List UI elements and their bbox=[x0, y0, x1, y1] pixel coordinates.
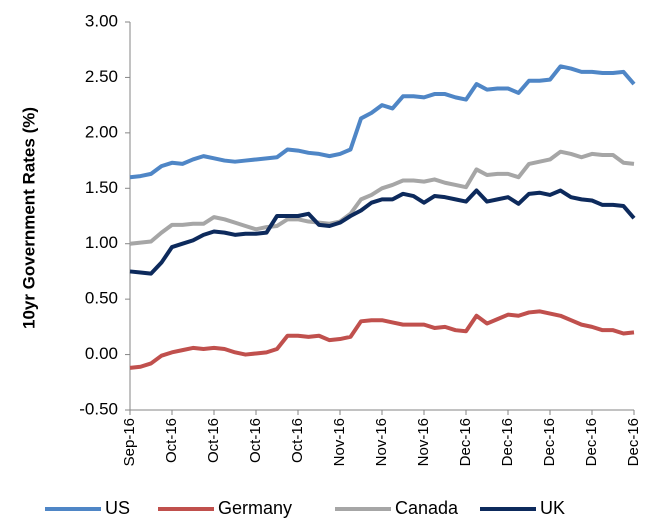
y-tick-label: 1.00 bbox=[85, 233, 118, 252]
x-tick-label: Oct-16 bbox=[205, 418, 222, 463]
series-line bbox=[129, 64, 636, 180]
x-tick-label: Dec-16 bbox=[499, 418, 516, 466]
y-tick-label: 2.50 bbox=[85, 67, 118, 86]
y-tick-label: 0.00 bbox=[85, 344, 118, 363]
x-tick-label: Nov-16 bbox=[331, 418, 348, 466]
x-tick-label: Sep-16 bbox=[121, 418, 138, 466]
y-tick-label: 1.50 bbox=[85, 178, 118, 197]
legend-label: Germany bbox=[218, 498, 292, 518]
x-tick-label: Oct-16 bbox=[289, 418, 306, 463]
series-line bbox=[129, 188, 636, 276]
legend-label: Canada bbox=[395, 498, 459, 518]
y-axis-title: 10yr Government Rates (%) bbox=[19, 107, 38, 329]
x-tick-label: Dec-16 bbox=[457, 418, 474, 466]
x-tick-label: Dec-16 bbox=[541, 418, 558, 466]
x-tick-label: Nov-16 bbox=[373, 418, 390, 466]
x-tick-label: Oct-16 bbox=[247, 418, 264, 463]
y-tick-label: -0.50 bbox=[79, 399, 118, 418]
x-tick-label: Nov-16 bbox=[415, 418, 432, 466]
legend-label: UK bbox=[540, 498, 565, 518]
y-tick-label: 3.00 bbox=[85, 11, 118, 30]
y-tick-label: 2.00 bbox=[85, 122, 118, 141]
x-tick-label: Dec-16 bbox=[583, 418, 600, 466]
series-line bbox=[129, 309, 635, 370]
x-tick-label: Oct-16 bbox=[163, 418, 180, 463]
y-tick-label: 0.50 bbox=[85, 289, 118, 308]
series-line bbox=[129, 149, 635, 246]
legend-label: US bbox=[105, 498, 130, 518]
x-tick-label: Dec-16 bbox=[625, 418, 642, 466]
